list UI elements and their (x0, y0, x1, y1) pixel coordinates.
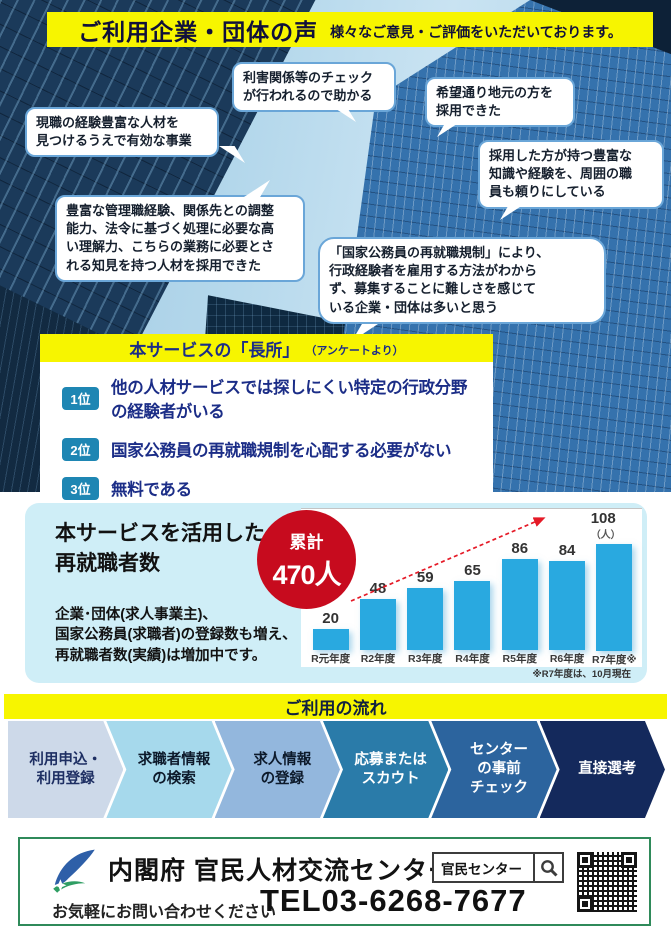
chart-bar-column: 84 R6年度 (543, 511, 590, 667)
search-box[interactable]: 官民センター (432, 852, 564, 883)
testimonial-bubble: 現職の経験豊富な人材を 見つけるうえで有効な事業 (25, 107, 219, 158)
qr-finder-icon (621, 852, 637, 868)
bar-value-label: 59 (416, 569, 434, 586)
search-input[interactable]: 官民センター (441, 861, 522, 877)
rank-badge-2: 2位 (62, 437, 99, 461)
testimonial-bubble: 希望通り地元の方を 採用できた (425, 77, 575, 128)
stats-title: 本サービスを活用した 再就職者数 (55, 522, 265, 576)
bar-category-label: R5年度 (502, 653, 537, 665)
cabinet-office-logo-icon (53, 849, 95, 893)
testimonial-bubble: 「国家公務員の再就職規制」により、 行政経験者を雇用する方法がわから ず、募集す… (318, 237, 606, 324)
advantages-title-note: （アンケートより） (305, 344, 404, 357)
advantages-title-band: 本サービスの「長所」 （アンケートより） (40, 334, 493, 362)
bar-value-label: 20 (322, 610, 339, 627)
bar-value-label: 108（人） (590, 510, 621, 541)
flow-title: ご利用の流れ (284, 699, 387, 718)
advantages-panel: 本サービスの「長所」 （アンケートより） 1位 他の人材サービスでは探しにくい特… (40, 334, 493, 514)
page-subtitle: 様々なご意見・ご評価をいただいております。 (330, 23, 622, 40)
chart-bar (359, 599, 396, 650)
bar-value-label: 48 (369, 580, 387, 597)
bar-unit-label: （人） (590, 530, 621, 541)
organization-name: 内閣府 官民人材交流センター (108, 857, 454, 885)
chart-bar-column: 59 R3年度 (402, 511, 449, 667)
rank-text-2: 国家公務員の再就職規制を心配する必要がない (111, 442, 452, 460)
chart-bar-column: 48 R2年度 (354, 511, 401, 667)
chart-bar (501, 559, 538, 650)
bar-value-label: 86 (511, 540, 529, 557)
qr-finder-icon (577, 896, 593, 912)
page-title-band: ご利用企業・団体の声 様々なご意見・ご評価をいただいております。 (47, 12, 653, 47)
cumulative-badge: 累計 470人 (257, 510, 356, 609)
flow-step-6: 直接選考 (540, 721, 665, 818)
cumulative-value: 470人 (272, 559, 341, 590)
rank-badge-1: 1位 (62, 386, 99, 410)
chart-footnote: ※R7年度は、10月現在 (532, 669, 631, 680)
bar-category-label: R6年度 (549, 653, 585, 665)
testimonial-bubble: 豊富な管理職経験、関係先との調整 能力、法令に基づく処理に必要な高 い理解力、こ… (55, 195, 305, 282)
bar-category-label: R元年度 (311, 653, 351, 665)
flow-step-2: 求職者情報 の検索 (106, 721, 231, 818)
bar-chart: 20 R元年度 48 R2年度 59 R3年度 65 R4年度 86 R5年度 84 R6年度 108（… (301, 508, 642, 667)
bar-category-label: R4年度 (455, 653, 490, 665)
rank-row-3: 3位 無料である (62, 476, 479, 500)
chart-bar (312, 629, 349, 650)
page-title: ご利用企業・団体の声 (78, 18, 319, 45)
rank-row-2: 2位 国家公務員の再就職規制を心配する必要がない (62, 437, 479, 461)
chart-bar (454, 581, 491, 650)
rank-row-1: 1位 他の人材サービスでは探しにくい特定の行政分野の経験者がいる (62, 374, 479, 422)
bar-category-label: R7年度※ (592, 653, 637, 666)
chart-bar (549, 561, 586, 650)
chart-bar-column: 108（人） R7年度※ (591, 511, 638, 667)
rank-badge-3: 3位 (62, 476, 99, 500)
chart-columns: 20 R元年度 48 R2年度 59 R3年度 65 R4年度 86 R5年度 84 R6年度 108（… (307, 511, 638, 667)
phone-number: TEL03-6268-7677 (260, 883, 527, 918)
testimonial-bubble: 採用した方が持つ豊富な 知識や経験を、周囲の職 員も頼りにしている (478, 140, 664, 209)
rank-text-1: 他の人材サービスでは探しにくい特定の行政分野の経験者がいる (111, 379, 468, 421)
cumulative-label: 累計 (289, 532, 324, 552)
flow-step-5: センター の事前 チェック (431, 721, 556, 818)
chart-bar-column: 20 R元年度 (307, 511, 354, 667)
bar-category-label: R2年度 (360, 653, 396, 665)
chart-bar-column: 86 R5年度 (496, 511, 543, 667)
bar-value-label: 84 (558, 542, 576, 559)
stats-description: 企業･団体(求人事業主)、 国家公務員(求職者)の登録数も増え、 再就職者数(実… (55, 607, 297, 664)
flow-steps: 利用申込・ 利用登録 求職者情報 の検索 求人情報 の登録 応募または スカウト センタ… (8, 721, 665, 818)
advantages-list: 1位 他の人材サービスでは探しにくい特定の行政分野の経験者がいる 2位 国家公務… (40, 362, 493, 514)
advantages-title: 本サービスの「長所」 (129, 340, 300, 360)
testimonial-bubble: 利害関係等のチェック が行われるので助かる (232, 62, 396, 113)
rank-text-3: 無料である (111, 481, 192, 499)
bar-category-label: R3年度 (407, 653, 443, 665)
chart-bar (407, 588, 444, 650)
reemployment-stats-panel: 本サービスを活用した 再就職者数 企業･団体(求人事業主)、 国家公務員(求職者… (25, 503, 647, 683)
bar-value-label: 65 (464, 562, 481, 579)
contact-label: お気軽にお問い合わせください (52, 904, 277, 921)
flow-step-1: 利用申込・ 利用登録 (8, 721, 123, 818)
footer-contact-box: 内閣府 官民人材交流センター 官民センター お気軽にお問い合わせください TEL… (18, 837, 651, 926)
flow-step-3: 求人情報 の登録 (215, 721, 340, 818)
chart-bar (596, 544, 633, 652)
search-icon[interactable] (533, 854, 562, 881)
qr-code (574, 849, 640, 915)
chart-bar-column: 65 R4年度 (449, 511, 496, 667)
flow-title-band: ご利用の流れ (4, 694, 667, 719)
flow-step-4: 応募または スカウト (323, 721, 448, 818)
qr-finder-icon (577, 852, 593, 868)
